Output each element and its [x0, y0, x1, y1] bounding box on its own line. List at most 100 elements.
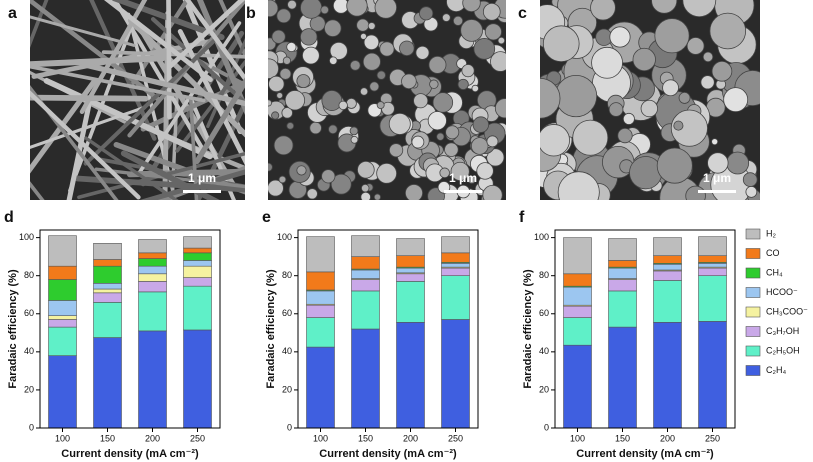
- y-tick-label: 100: [277, 232, 292, 242]
- x-tick-label: 100: [570, 433, 585, 443]
- y-tick-label: 60: [539, 308, 549, 318]
- grain: [572, 119, 609, 156]
- bar-segment: [351, 256, 380, 270]
- grain: [279, 67, 292, 80]
- bar-segment: [183, 285, 212, 331]
- grain: [296, 165, 307, 176]
- grain: [276, 92, 284, 99]
- bar-segment: [138, 273, 167, 282]
- bar-segment: [396, 267, 425, 274]
- grain: [490, 51, 506, 72]
- panel-label: f: [519, 209, 525, 226]
- bar-segment: [608, 238, 637, 261]
- grain: [590, 0, 616, 21]
- fiber: [167, 0, 245, 69]
- y-tick-label: 0: [544, 422, 549, 432]
- bar-segment: [563, 344, 592, 429]
- bar-segment: [608, 267, 637, 279]
- grain: [452, 15, 464, 26]
- fiber: [103, 0, 213, 83]
- grain: [268, 99, 273, 107]
- grain: [682, 0, 717, 18]
- y-tick-label: 40: [282, 346, 292, 356]
- legend-label: CH₄: [766, 267, 783, 277]
- grain: [461, 64, 475, 78]
- fiber: [184, 0, 245, 81]
- bar-segment: [441, 275, 470, 320]
- y-tick-label: 60: [282, 308, 292, 318]
- bar-segment: [183, 252, 212, 261]
- y-tick-label: 40: [24, 346, 34, 356]
- bar-segment: [93, 337, 122, 429]
- grain: [300, 0, 323, 19]
- fiber: [110, 0, 225, 40]
- bar-segment: [351, 235, 380, 257]
- scale-bar-label: 1 μm: [188, 171, 216, 185]
- x-axis-title: Current density (mA cm⁻²): [576, 448, 714, 460]
- grain: [709, 12, 747, 50]
- bar-segment: [138, 330, 167, 429]
- fiber: [127, 18, 245, 138]
- grain: [329, 56, 338, 65]
- grain: [328, 124, 338, 135]
- legend-swatch: [745, 306, 761, 318]
- grain: [287, 0, 297, 10]
- grain: [540, 77, 561, 119]
- fiber: [30, 106, 145, 150]
- fiber: [84, 136, 179, 200]
- x-tick-label: 200: [403, 433, 418, 443]
- bar-segment: [93, 292, 122, 303]
- grain: [608, 102, 624, 117]
- bar-segment: [441, 319, 470, 429]
- grain: [700, 75, 715, 90]
- fiber: [30, 94, 149, 102]
- bar-segment: [563, 286, 592, 306]
- y-tick-label: 20: [282, 384, 292, 394]
- grain: [439, 167, 450, 179]
- grain: [389, 143, 404, 158]
- grain: [670, 109, 708, 147]
- grain: [557, 171, 600, 200]
- y-tick-label: 100: [534, 232, 549, 242]
- grain: [415, 45, 430, 60]
- bar-segment: [608, 279, 637, 292]
- grain: [329, 41, 348, 60]
- bar-segment: [396, 322, 425, 429]
- grain: [702, 51, 714, 63]
- bar-segment: [306, 304, 335, 318]
- grain: [286, 41, 297, 53]
- bar-segment: [93, 302, 122, 338]
- bar-segment: [396, 238, 425, 257]
- fiber: [112, 0, 204, 150]
- fiber: [30, 90, 141, 200]
- bar-segment: [306, 236, 335, 273]
- bar-segment: [563, 237, 592, 275]
- grain: [640, 99, 659, 118]
- bar-segment: [138, 258, 167, 267]
- grain: [350, 135, 359, 144]
- fiber: [43, 77, 213, 160]
- grain: [376, 70, 386, 80]
- bar-segment: [183, 236, 212, 249]
- x-axis-title: Current density (mA cm⁻²): [319, 448, 457, 460]
- y-tick-label: 0: [287, 422, 292, 432]
- grain: [685, 185, 706, 200]
- grain: [632, 47, 656, 72]
- bar-segment: [183, 265, 212, 278]
- grain: [363, 34, 380, 51]
- bar-segment: [563, 273, 592, 287]
- grain: [442, 13, 451, 22]
- scale-bar-label: 1 μm: [703, 171, 731, 185]
- bar-segment: [608, 290, 637, 328]
- grain: [309, 121, 322, 135]
- bar-segment: [48, 279, 77, 301]
- bar-segment: [698, 255, 727, 263]
- grain: [376, 162, 397, 184]
- grain: [268, 75, 285, 93]
- grain: [540, 124, 570, 157]
- bar-segment: [396, 281, 425, 323]
- grain: [654, 18, 690, 54]
- grain: [320, 5, 329, 15]
- x-tick-label: 250: [705, 433, 720, 443]
